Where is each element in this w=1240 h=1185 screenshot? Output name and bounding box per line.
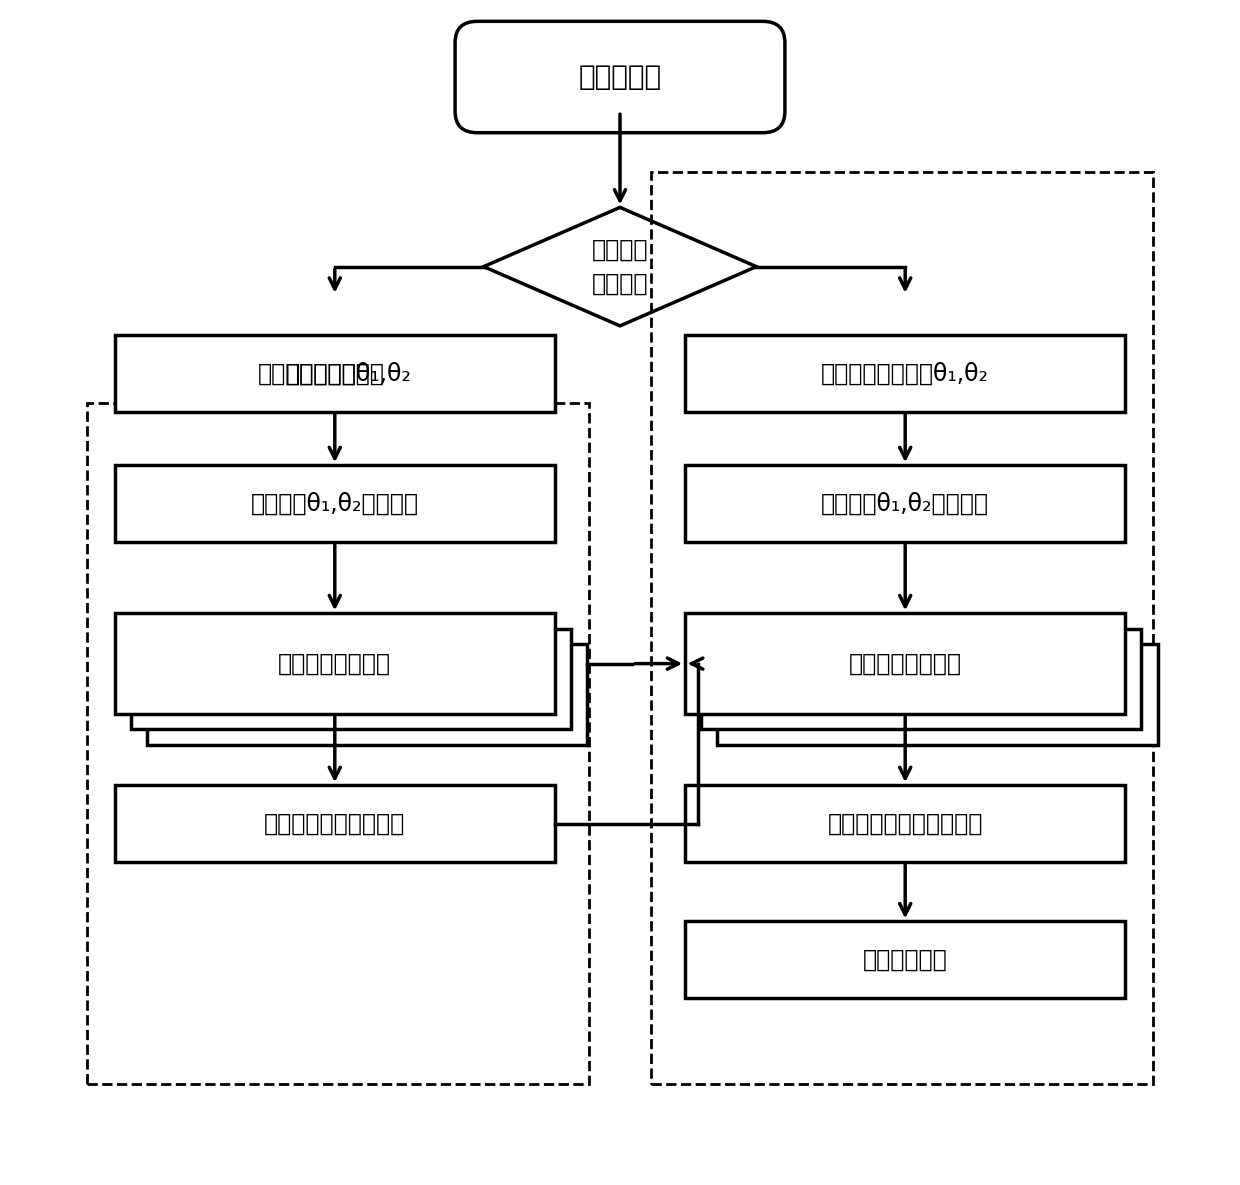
Bar: [148, 643, 588, 745]
Bar: [684, 614, 1126, 713]
Bar: [87, 403, 589, 1084]
Text: 测得对应θ₁,θ₂干涉光谱: 测得对应θ₁,θ₂干涉光谱: [821, 492, 990, 515]
Text: 计算相位波长曲线: 计算相位波长曲线: [278, 652, 392, 675]
Text: 待测液体样品处于θ₁,θ₂: 待测液体样品处于θ₁,θ₂: [821, 361, 990, 385]
Bar: [684, 466, 1126, 543]
Text: 获得色散曲线: 获得色散曲线: [863, 948, 947, 972]
Bar: [115, 334, 556, 411]
Text: 计算相位波长曲线: 计算相位波长曲线: [848, 652, 962, 675]
Text: 测得液体皿自身相位差: 测得液体皿自身相位差: [264, 812, 405, 835]
FancyBboxPatch shape: [477, 43, 763, 111]
Bar: [702, 628, 1142, 729]
Bar: [651, 172, 1153, 1084]
FancyBboxPatch shape: [455, 21, 785, 133]
Text: 空的液体皿处于: 空的液体皿处于: [285, 361, 384, 385]
Text: 空的液体皿处于θ₁,θ₂: 空的液体皿处于θ₁,θ₂: [258, 361, 412, 385]
Bar: [115, 784, 556, 863]
Bar: [684, 922, 1126, 998]
Bar: [684, 334, 1126, 411]
Bar: [115, 614, 556, 713]
Text: 系统初始化: 系统初始化: [578, 63, 662, 91]
Text: 计算各波长对应的折射率: 计算各波长对应的折射率: [827, 812, 983, 835]
Bar: [717, 643, 1158, 745]
Bar: [684, 784, 1126, 863]
Bar: [131, 628, 570, 729]
Text: 两臂光程
平衡调整: 两臂光程 平衡调整: [591, 238, 649, 295]
Text: 测得对应θ₁,θ₂干涉光谱: 测得对应θ₁,θ₂干涉光谱: [250, 492, 419, 515]
Bar: [115, 466, 556, 543]
Polygon shape: [484, 207, 756, 326]
